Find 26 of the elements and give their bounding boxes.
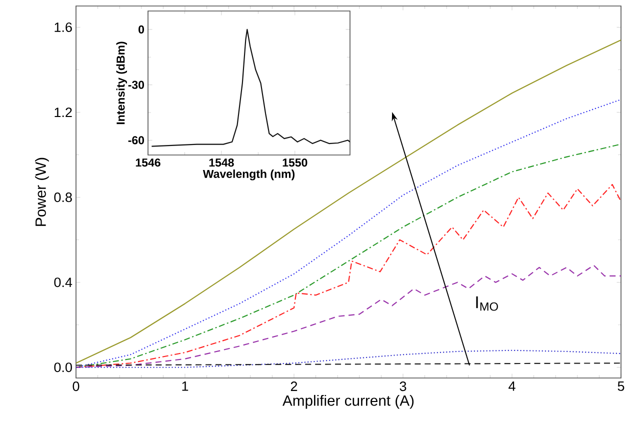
x-tick-label: 4 — [508, 382, 516, 391]
x-tick-label: 0 — [72, 382, 80, 392]
line-series — [76, 264, 622, 368]
y-tick-label: 0.8 — [54, 192, 72, 202]
x-tick-label: 1548 — [209, 158, 234, 167]
y-tick-label: 0.0 — [54, 362, 72, 372]
y-tick-label: -60 — [128, 136, 144, 144]
x-tick-label: 3 — [400, 382, 406, 392]
y-tick-label: 1.2 — [54, 108, 72, 117]
y-axis-title: Power (W) — [35, 158, 49, 226]
annotation: I$_{MO}$ — [476, 296, 498, 311]
line-series — [76, 184, 622, 368]
x-tick-label: 1 — [182, 382, 188, 391]
y-tick-label: 1.6 — [54, 22, 72, 32]
x-tick-label: 5 — [618, 382, 624, 391]
x-tick-label: 1550 — [282, 158, 308, 167]
x-tick-label: 1546 — [136, 158, 160, 167]
x-tick-label: 2 — [290, 382, 298, 391]
y-tick-label: -30 — [128, 80, 144, 89]
line-series — [151, 28, 350, 147]
y-tick-label: 0.4 — [54, 278, 72, 288]
line-series — [76, 350, 622, 368]
y-axis-title: Intensity (dBm) — [116, 42, 127, 124]
y-tick-label: 0 — [138, 25, 144, 34]
x-axis-title: Amplifier current (A) — [282, 394, 414, 409]
x-axis-title: Wavelength (nm) — [202, 170, 295, 180]
